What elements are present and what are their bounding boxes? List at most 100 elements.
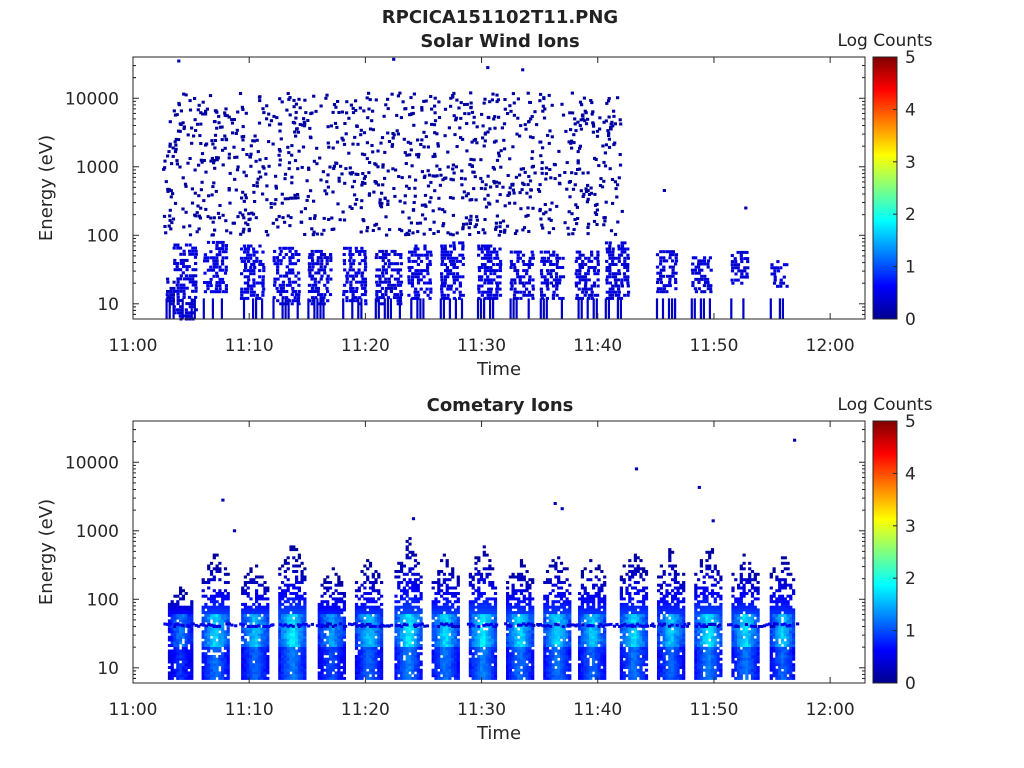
heatmap-cell <box>606 99 611 103</box>
heatmap-cell <box>255 676 259 680</box>
heatmap-cell <box>674 256 678 260</box>
heatmap-cell <box>773 272 777 276</box>
heatmap-cell <box>449 284 453 288</box>
heatmap-cell <box>363 655 367 658</box>
heatmap-cell <box>668 256 672 260</box>
heatmap-cell <box>368 597 373 601</box>
heatmap-cell <box>611 247 615 251</box>
heatmap-cell <box>401 210 405 214</box>
heatmap-cell <box>483 272 487 276</box>
heatmap-cell <box>337 611 341 615</box>
heatmap-cell <box>376 183 381 187</box>
heatmap-cell <box>539 250 543 254</box>
heatmap-cell <box>464 216 468 220</box>
heatmap-cell <box>540 275 544 279</box>
heatmap-cell <box>278 671 282 675</box>
heatmap-cell <box>300 638 304 642</box>
heatmap-cell <box>218 663 222 667</box>
heatmap-cell <box>340 633 344 637</box>
heatmap-cell <box>540 290 544 294</box>
heatmap-cell <box>292 613 296 617</box>
heatmap-cell <box>502 138 506 142</box>
heatmap-cell <box>204 652 208 656</box>
heatmap-cell <box>252 578 256 582</box>
heatmap-cell <box>224 284 228 288</box>
heatmap-cell <box>201 660 205 664</box>
heatmap-cell <box>218 655 222 658</box>
heatmap-cell <box>289 619 293 623</box>
heatmap-cell <box>449 244 453 248</box>
heatmap-cell <box>215 649 219 653</box>
heatmap-cell <box>278 253 282 256</box>
heatmap-cell <box>281 652 285 656</box>
heatmap-cell <box>243 638 247 642</box>
heatmap-cell <box>279 302 283 306</box>
heatmap-cell <box>368 671 373 675</box>
heatmap-cell <box>570 171 574 175</box>
heatmap-cell <box>209 594 214 598</box>
heatmap-cell <box>209 290 214 294</box>
heatmap-cell <box>246 244 251 248</box>
heatmap-cell <box>177 101 181 105</box>
heatmap-cell <box>512 298 515 319</box>
heatmap-cell <box>511 145 515 149</box>
heatmap-cell <box>209 655 214 658</box>
heatmap-cell <box>359 206 363 210</box>
heatmap-cell <box>320 649 324 653</box>
heatmap-cell <box>267 112 271 116</box>
heatmap-cell <box>321 170 325 174</box>
heatmap-cell <box>204 602 208 606</box>
heatmap-cell <box>360 663 364 667</box>
heatmap-cell <box>249 676 253 680</box>
heatmap-cell <box>255 635 259 639</box>
heatmap-cell <box>209 660 214 664</box>
heatmap-cell <box>772 281 777 285</box>
heatmap-cell <box>314 109 318 113</box>
heatmap-cell <box>212 611 216 615</box>
heatmap-cell <box>289 644 293 647</box>
heatmap-cell <box>188 274 192 278</box>
heatmap-cell <box>297 608 301 612</box>
heatmap-cell <box>405 623 409 627</box>
heatmap-cell <box>419 616 423 620</box>
heatmap-cell <box>702 259 707 263</box>
heatmap-cell <box>170 619 174 623</box>
heatmap-cell <box>407 256 411 260</box>
heatmap-cell <box>614 187 618 191</box>
heatmap-cell <box>674 287 678 291</box>
heatmap-cell <box>255 256 259 260</box>
heatmap-cell <box>429 196 433 200</box>
heatmap-cell <box>363 249 367 253</box>
heatmap-cell <box>290 262 294 266</box>
heatmap-cell <box>218 253 222 257</box>
heatmap-cell <box>371 638 375 642</box>
heatmap-cell <box>243 657 247 661</box>
heatmap-cell <box>516 97 520 101</box>
heatmap-cell <box>255 594 259 598</box>
heatmap-cell <box>400 561 404 565</box>
heatmap-cell <box>181 619 185 623</box>
heatmap-cell <box>170 671 174 675</box>
heatmap-cell <box>533 110 537 114</box>
heatmap-cell <box>226 581 230 584</box>
heatmap-cell <box>286 589 290 593</box>
heatmap-cell <box>743 269 747 273</box>
heatmap-cell <box>263 613 267 617</box>
heatmap-cell <box>204 605 208 609</box>
heatmap-cell <box>380 657 384 661</box>
heatmap-cell <box>411 611 415 615</box>
heatmap-cell <box>212 644 216 647</box>
heatmap-cell <box>529 188 533 192</box>
heatmap-cell <box>374 649 378 653</box>
heatmap-cell <box>170 644 174 647</box>
heatmap-cell <box>357 676 361 680</box>
heatmap-cell <box>411 622 415 626</box>
heatmap-cell <box>286 674 290 678</box>
heatmap-cell <box>182 295 186 299</box>
heatmap-cell <box>458 126 462 130</box>
heatmap-cell <box>179 286 183 290</box>
heatmap-cell <box>193 97 197 100</box>
heatmap-cell <box>297 283 301 287</box>
heatmap-cell <box>531 284 535 288</box>
